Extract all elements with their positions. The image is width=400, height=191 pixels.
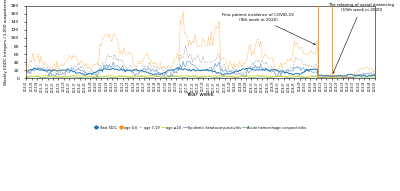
- Text: The relaxing of social distancing
(19th week in 2020): The relaxing of social distancing (19th …: [328, 3, 394, 73]
- Legend: Total SDIC, age 0-6, age 7-19, age ≥20, Epidemic keratoconjunctivitis, Acute hem: Total SDIC, age 0-6, age 7-19, age ≥20, …: [93, 124, 308, 131]
- Y-axis label: Weekly EDDC Integers / 1,000 outpatients: Weekly EDDC Integers / 1,000 outpatients: [4, 0, 8, 85]
- Text: First patient incidence of COVID-19
(9th week in 2020): First patient incidence of COVID-19 (9th…: [222, 13, 315, 45]
- X-axis label: Year week: Year week: [186, 91, 214, 96]
